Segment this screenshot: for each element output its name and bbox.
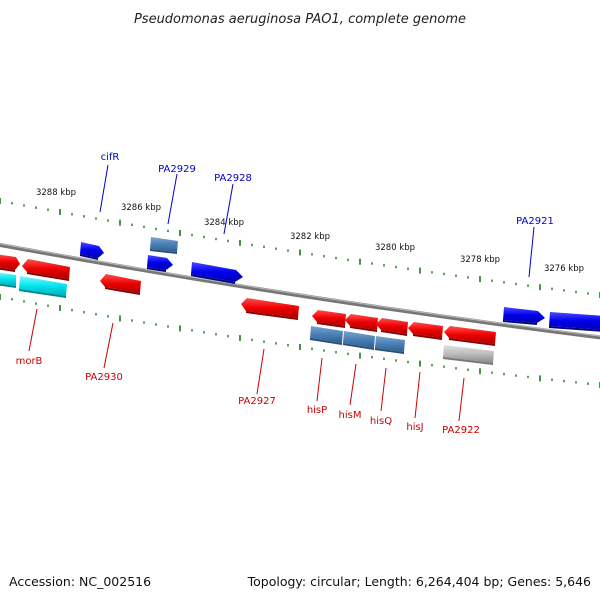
gene-cyan-edge[interactable]: [0, 272, 16, 288]
scale-label-3282: 3282 kbp: [290, 232, 330, 242]
gene-steel-3[interactable]: [375, 336, 405, 354]
gene-reverse-1[interactable]: [22, 259, 70, 281]
gene-PA2928[interactable]: [147, 255, 173, 272]
scale-label-3280: 3280 kbp: [375, 243, 415, 253]
scale-label-3284: 3284 kbp: [204, 218, 244, 228]
label-PA2921[interactable]: PA2921: [516, 216, 554, 227]
inner-tick-ring: [0, 294, 600, 388]
genome-backbone-highlight: [0, 243, 600, 337]
label-PA2927[interactable]: PA2927: [238, 396, 276, 407]
gene-morB[interactable]: [19, 276, 67, 298]
reverse-genes: [0, 254, 496, 365]
genome-backbone: [0, 242, 600, 340]
label-cifR[interactable]: cifR: [101, 152, 120, 163]
label-hisQ[interactable]: hisQ: [370, 416, 392, 427]
label-hisP[interactable]: hisP: [307, 405, 327, 416]
scale-label-3276: 3276 kbp: [544, 264, 584, 274]
gene-PA2929[interactable]: [150, 237, 178, 254]
gene-gray[interactable]: [443, 345, 494, 365]
gene-steel-1[interactable]: [310, 326, 343, 345]
gene-forward-4[interactable]: [191, 262, 243, 284]
gene-hisJ[interactable]: [408, 322, 443, 340]
scale-label-3288: 3288 kbp: [36, 188, 76, 198]
gene-PA2921[interactable]: [503, 307, 545, 325]
label-PA2922[interactable]: PA2922: [442, 425, 480, 436]
gene-steel-2[interactable]: [343, 331, 375, 350]
label-PA2928[interactable]: PA2928: [214, 173, 252, 184]
label-hisJ[interactable]: hisJ: [406, 422, 423, 433]
gene-PA2922[interactable]: [444, 326, 496, 346]
gene-forward-6[interactable]: [549, 312, 600, 332]
label-PA2930[interactable]: PA2930: [85, 372, 123, 383]
gene-hisQ[interactable]: [376, 318, 408, 336]
accession-text: Accession: NC_002516: [9, 574, 151, 589]
topology-text: Topology: circular; Length: 6,264,404 bp…: [247, 574, 591, 589]
gene-reverse-edge[interactable]: [0, 254, 20, 272]
leader-lines: [28, 164, 535, 422]
label-hisM[interactable]: hisM: [339, 410, 362, 421]
page-title: Pseudomonas aeruginosa PAO1, complete ge…: [134, 12, 466, 27]
gene-PA2930[interactable]: [100, 274, 141, 295]
gene-hisP[interactable]: [312, 310, 346, 328]
outer-tick-ring: [0, 198, 600, 298]
forward-genes: [80, 237, 600, 332]
scale-label-3286: 3286 kbp: [121, 203, 161, 213]
gene-PA2927[interactable]: [241, 298, 299, 320]
scale-label-3278: 3278 kbp: [460, 255, 500, 265]
label-morB[interactable]: morB: [16, 356, 43, 367]
gene-cifR[interactable]: [80, 242, 104, 260]
gene-hisM[interactable]: [345, 314, 378, 332]
label-PA2929[interactable]: PA2929: [158, 164, 196, 175]
